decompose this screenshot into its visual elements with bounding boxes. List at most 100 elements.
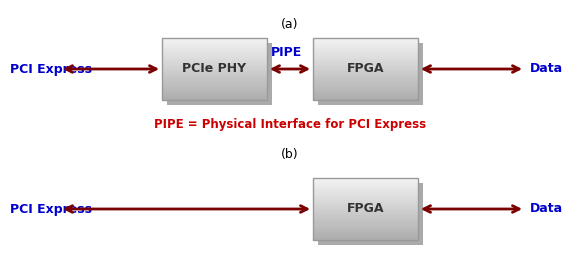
Bar xyxy=(313,211,418,214)
Bar xyxy=(313,199,418,201)
Bar xyxy=(318,183,423,245)
Bar xyxy=(162,44,267,47)
Bar xyxy=(313,227,418,230)
Bar xyxy=(313,201,418,203)
Bar xyxy=(313,83,418,86)
Bar xyxy=(313,186,418,189)
Bar xyxy=(313,207,418,210)
Text: FPGA: FPGA xyxy=(347,63,384,75)
Bar xyxy=(162,69,267,72)
Bar xyxy=(167,43,272,105)
Bar xyxy=(162,50,267,53)
Text: PCI Express: PCI Express xyxy=(10,203,92,215)
Bar xyxy=(313,73,418,76)
Bar xyxy=(313,205,418,208)
Bar xyxy=(162,46,267,49)
Bar xyxy=(313,44,418,47)
Bar xyxy=(313,82,418,84)
Bar xyxy=(162,65,267,67)
Bar xyxy=(313,188,418,191)
Text: PIPE = Physical Interface for PCI Express: PIPE = Physical Interface for PCI Expres… xyxy=(154,118,426,131)
Bar xyxy=(313,71,418,74)
Bar xyxy=(162,77,267,80)
Text: PIPE: PIPE xyxy=(271,46,302,59)
Bar xyxy=(162,85,267,88)
Bar xyxy=(313,203,418,205)
Bar xyxy=(162,59,267,61)
Bar xyxy=(313,79,418,82)
Bar xyxy=(162,42,267,45)
Bar xyxy=(313,224,418,226)
Bar xyxy=(313,193,418,195)
Bar xyxy=(313,40,418,43)
Bar xyxy=(313,46,418,49)
Bar xyxy=(313,38,418,41)
Bar xyxy=(162,48,267,51)
Bar xyxy=(313,234,418,236)
Bar xyxy=(162,67,267,69)
Bar xyxy=(162,54,267,57)
Bar xyxy=(313,54,418,57)
Bar xyxy=(313,178,418,181)
Bar xyxy=(313,226,418,228)
Bar xyxy=(313,178,418,240)
Bar xyxy=(313,238,418,240)
Text: PCIe PHY: PCIe PHY xyxy=(183,63,247,75)
Bar xyxy=(162,83,267,86)
Text: (b): (b) xyxy=(281,148,299,161)
Bar xyxy=(162,57,267,59)
Bar xyxy=(313,96,418,98)
Bar xyxy=(162,38,267,100)
Bar xyxy=(162,40,267,43)
Text: FPGA: FPGA xyxy=(347,203,384,215)
Bar xyxy=(313,94,418,96)
Bar xyxy=(162,63,267,65)
Bar xyxy=(313,219,418,222)
Bar xyxy=(313,180,418,183)
Bar xyxy=(313,213,418,216)
Text: Data: Data xyxy=(530,203,563,215)
Bar xyxy=(313,92,418,94)
Bar xyxy=(313,98,418,100)
Bar xyxy=(162,38,267,41)
Bar xyxy=(313,230,418,232)
Bar xyxy=(162,52,267,55)
Bar xyxy=(313,85,418,88)
Bar xyxy=(313,217,418,220)
Bar xyxy=(313,236,418,239)
Text: (a): (a) xyxy=(281,18,299,31)
Bar xyxy=(318,43,423,105)
Bar xyxy=(313,221,418,224)
Text: Data: Data xyxy=(530,63,563,75)
Bar xyxy=(313,209,418,211)
Bar xyxy=(313,195,418,197)
Bar xyxy=(313,69,418,72)
Bar xyxy=(313,57,418,59)
Text: PCI Express: PCI Express xyxy=(10,63,92,75)
Bar xyxy=(313,38,418,100)
Bar xyxy=(313,215,418,218)
Bar xyxy=(313,90,418,92)
Bar xyxy=(162,82,267,84)
Bar xyxy=(313,190,418,193)
Bar xyxy=(313,65,418,67)
Bar xyxy=(313,50,418,53)
Bar xyxy=(313,42,418,45)
Bar xyxy=(162,88,267,90)
Bar xyxy=(162,79,267,82)
Bar xyxy=(313,182,418,185)
Bar xyxy=(162,73,267,76)
Bar xyxy=(313,67,418,69)
Bar xyxy=(162,61,267,63)
Bar xyxy=(313,88,418,90)
Bar xyxy=(313,184,418,187)
Bar xyxy=(162,90,267,92)
Bar xyxy=(313,59,418,61)
Bar xyxy=(162,75,267,78)
Bar xyxy=(313,52,418,55)
Bar xyxy=(313,61,418,63)
Bar xyxy=(162,94,267,96)
Bar xyxy=(162,92,267,94)
Bar xyxy=(313,77,418,80)
Bar xyxy=(313,197,418,199)
